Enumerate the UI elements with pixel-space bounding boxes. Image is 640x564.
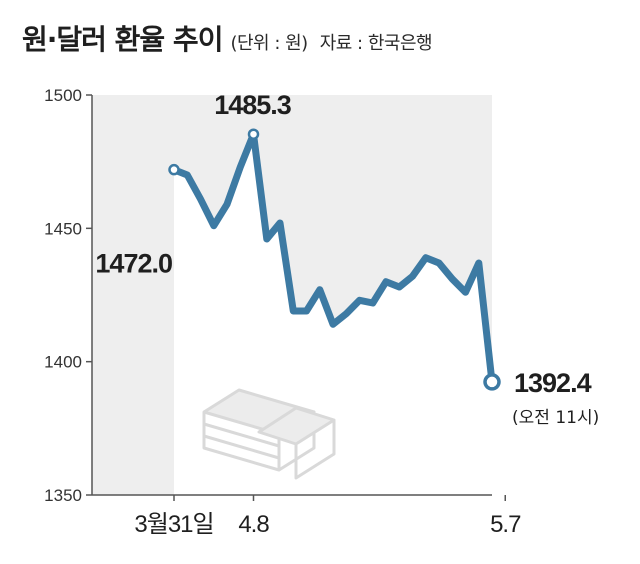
chart-header: 원·달러 환율 추이 (단위 : 원) 자료 : 한국은행 — [22, 18, 433, 66]
chart-labels: 1472.0 1485.3 1392.4 (오전 11시) — [95, 90, 599, 428]
data-point-marker — [247, 128, 260, 140]
data-point-marker — [483, 373, 501, 391]
data-label: 1392.4 — [514, 368, 592, 398]
data-label: 1472.0 — [95, 249, 172, 279]
y-tick-label: 1350 — [44, 486, 82, 505]
unit-label: (단위 : 원) — [230, 33, 308, 54]
x-tick-label: 4.8 — [238, 511, 269, 538]
series-line — [170, 130, 496, 386]
y-tick-label: 1500 — [44, 86, 82, 105]
x-tick-label: 5.7 — [490, 511, 521, 538]
chart-title: 원·달러 환율 추이 — [22, 23, 223, 56]
source-label: 자료 : 한국은행 — [319, 33, 433, 54]
data-label-note: (오전 11시) — [512, 408, 599, 428]
data-label: 1485.3 — [214, 90, 292, 120]
x-tick-label: 3월31일 — [134, 511, 213, 538]
y-tick-label: 1450 — [44, 219, 82, 238]
data-point-marker — [168, 163, 180, 176]
axes: 1350 1400 1450 1500 3월31일 4.8 5.7 — [44, 86, 522, 538]
money-stack-icon — [202, 388, 336, 480]
y-tick-label: 1400 — [44, 353, 82, 372]
